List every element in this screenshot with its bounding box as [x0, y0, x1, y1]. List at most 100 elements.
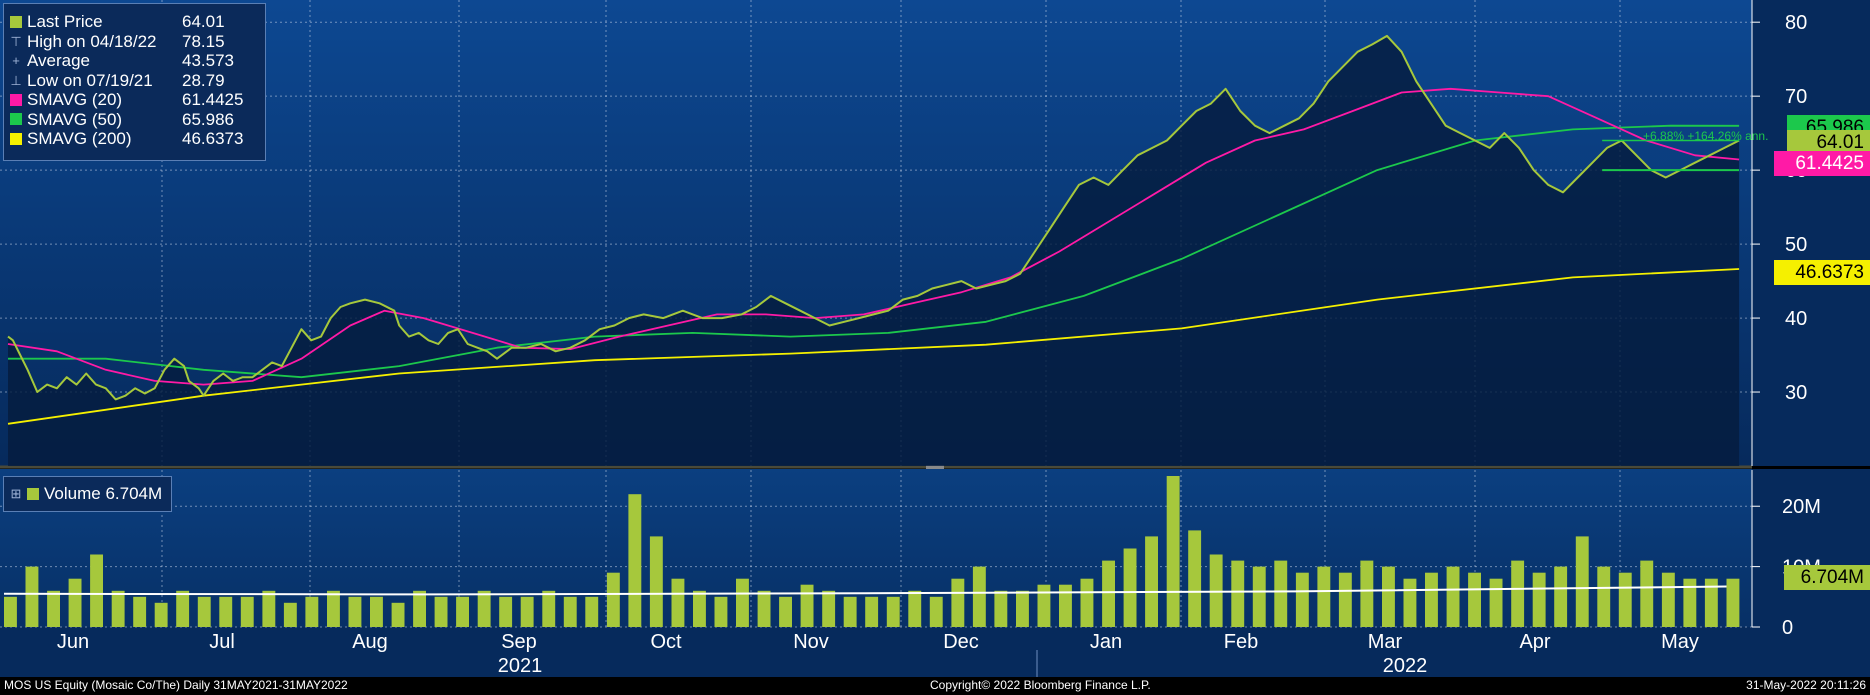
volume-bar	[886, 596, 900, 627]
legend-item[interactable]: SMAVG (20) 61.4425	[10, 90, 265, 110]
volume-average-line	[3, 585, 1727, 596]
footer-timestamp: 31-May-2022 20:11:26	[1746, 678, 1866, 692]
volume-bar	[1532, 572, 1546, 627]
expand-icon[interactable]: ⊞	[10, 486, 22, 501]
volume-bar	[456, 596, 469, 627]
x-tick-label-month: Dec	[943, 631, 979, 653]
volume-bar	[1123, 548, 1137, 627]
y-tick-label: 70	[1785, 86, 1807, 108]
volume-bar	[111, 590, 125, 627]
volume-bar	[68, 578, 82, 627]
volume-bar	[822, 590, 836, 627]
x-tick-label-month: Jan	[1090, 631, 1122, 653]
volume-bar	[994, 590, 1008, 627]
volume-bar	[1016, 590, 1029, 627]
volume-bar	[1037, 584, 1051, 627]
legend-item[interactable]: Last Price 64.01	[10, 12, 265, 32]
volume-bar	[348, 596, 362, 627]
sma200-price-tag: 46.6373	[1774, 260, 1870, 285]
volume-bar	[736, 578, 749, 627]
volume-bar	[563, 596, 577, 627]
price-axis-background	[1752, 0, 1870, 466]
volume-bar	[370, 596, 383, 627]
volume-y-tick-label: 0	[1782, 617, 1793, 639]
legend-label: Last Price	[27, 12, 103, 31]
footer-security: MOS US Equity (Mosaic Co/The) Daily 31MA…	[4, 678, 348, 692]
volume-legend-value: 6.704M	[105, 484, 163, 503]
legend-item[interactable]: ⊤ High on 04/18/22 78.15	[10, 32, 265, 52]
x-tick-label-month: Jul	[209, 631, 235, 653]
volume-bar	[1360, 560, 1374, 627]
volume-bar	[1252, 566, 1266, 627]
low-marker-icon: ⊥	[10, 72, 22, 88]
x-tick-label-month: Nov	[793, 631, 829, 653]
legend-item[interactable]: SMAVG (200) 46.6373	[10, 129, 265, 149]
volume-bar	[1080, 578, 1094, 627]
volume-y-tick-label: 20M	[1782, 496, 1821, 518]
legend-label: SMAVG (20)	[27, 90, 123, 109]
y-tick-label: 40	[1785, 308, 1807, 330]
sma20-line	[7, 87, 1740, 386]
volume-bar	[1575, 536, 1589, 627]
volume-axis-background	[1752, 469, 1870, 627]
volume-bar	[1489, 578, 1503, 627]
volume-legend: ⊞ Volume 6.704M	[3, 476, 172, 512]
volume-bar	[585, 596, 599, 627]
volume-bar	[1683, 578, 1697, 627]
volume-bar	[1425, 572, 1438, 627]
legend-swatch	[10, 15, 22, 28]
volume-bar	[240, 596, 254, 627]
legend-label: Low on 07/19/21	[27, 70, 153, 90]
footer-copyright: Copyright© 2022 Bloomberg Finance L.P.	[930, 678, 1151, 692]
volume-bar	[1704, 578, 1718, 627]
legend-label: SMAVG (200)	[27, 129, 132, 148]
legend-label: High on 04/18/22	[27, 31, 157, 51]
legend-item[interactable]: SMAVG (50) 65.986	[10, 110, 265, 130]
legend-value: 65.986	[182, 109, 234, 129]
trend-annotation: +6.88% +164.26% ann.	[1643, 129, 1768, 143]
x-tick-label-month: Oct	[650, 631, 682, 653]
x-tick-label-year: 2021	[498, 655, 543, 677]
volume-bar	[154, 602, 168, 627]
legend-label: SMAVG (50)	[27, 109, 123, 129]
sma200-line	[7, 268, 1740, 425]
volume-bar	[1102, 560, 1115, 627]
volume-bar	[1059, 584, 1072, 627]
volume-bar	[499, 596, 513, 627]
volume-bar	[1231, 560, 1245, 627]
volume-bar	[1317, 566, 1331, 627]
x-tick-label-month: Mar	[1368, 631, 1403, 653]
volume-bar	[649, 536, 663, 627]
volume-bar	[1597, 566, 1611, 627]
legend-item[interactable]: ⊥ Low on 07/19/21 28.79	[10, 71, 265, 91]
legend-value: 61.4425	[182, 90, 244, 109]
legend-label: Average	[27, 51, 91, 70]
sma20-price-tag: 61.4425	[1774, 151, 1870, 176]
volume-bar	[1274, 560, 1288, 627]
volume-bar	[520, 596, 534, 627]
volume-bar	[305, 596, 319, 627]
volume-bar	[1338, 572, 1352, 627]
x-tick-label-year: 2022	[1383, 655, 1428, 677]
y-tick-label: 30	[1785, 382, 1807, 404]
volume-tag: 6.704M	[1784, 565, 1870, 590]
legend-value: 28.79	[182, 70, 225, 90]
volume-bar	[1166, 476, 1180, 627]
x-tick-label-month: Feb	[1224, 631, 1258, 653]
volume-bar	[757, 590, 771, 627]
volume-bar	[843, 596, 857, 627]
volume-bar	[1511, 560, 1525, 627]
x-tick-label-month: Aug	[352, 631, 388, 653]
x-tick-label-month: May	[1661, 631, 1699, 653]
panel-divider-handle[interactable]	[926, 465, 944, 469]
volume-bar	[1554, 566, 1568, 627]
volume-bar	[1403, 578, 1417, 627]
volume-bar	[262, 590, 276, 627]
last-price-line	[7, 34, 1740, 401]
y-tick-label: 50	[1785, 234, 1807, 256]
volume-bar	[1661, 572, 1675, 627]
volume-bar	[1618, 572, 1632, 627]
legend-item[interactable]: + Average 43.573	[10, 51, 265, 71]
volume-bar	[176, 590, 190, 627]
volume-bar	[693, 590, 706, 627]
